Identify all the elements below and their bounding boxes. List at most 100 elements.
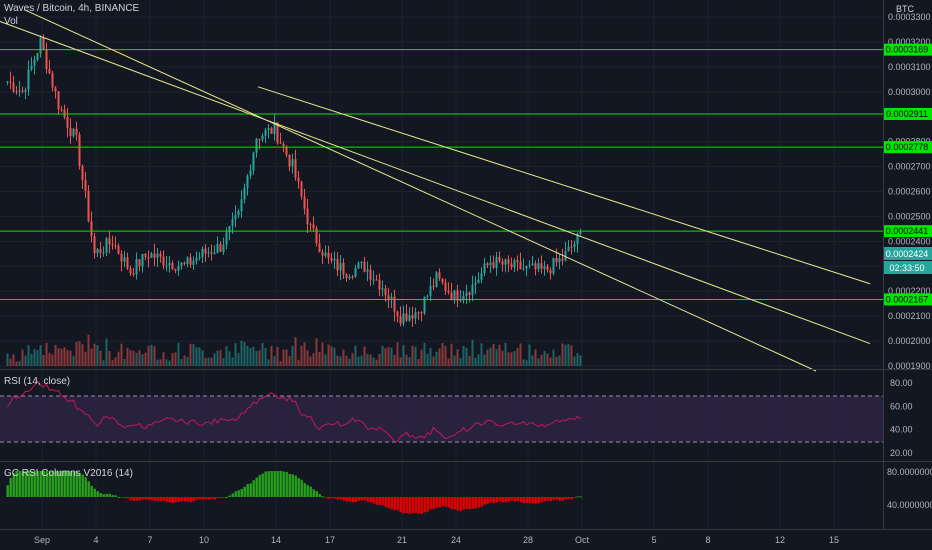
- hist-column: [468, 497, 471, 510]
- trend-line[interactable]: [23, 9, 817, 372]
- candle-body: [300, 181, 303, 197]
- hist-column: [297, 478, 300, 497]
- hist-column: [576, 496, 579, 498]
- candle-body: [84, 179, 87, 191]
- hist-column: [231, 493, 234, 497]
- hist-column: [123, 497, 126, 498]
- currency-label: BTC: [896, 4, 914, 14]
- countdown-label: 02:33:50: [889, 263, 924, 273]
- hist-legend[interactable]: GC RSI Columns V2016 (14): [4, 468, 133, 479]
- candle-body: [570, 246, 573, 248]
- hist-column: [204, 497, 207, 500]
- hist-column: [189, 497, 192, 503]
- rsi-legend[interactable]: RSI (14, close): [4, 376, 71, 387]
- trend-line[interactable]: [0, 17, 871, 345]
- candle-body: [513, 260, 516, 268]
- hist-column: [24, 471, 27, 497]
- hist-column: [519, 497, 522, 503]
- hist-column: [498, 497, 501, 502]
- price-tick-label: 0.0002700: [888, 162, 931, 172]
- volume-bar: [552, 349, 555, 366]
- volume-legend[interactable]: Vol: [4, 16, 18, 27]
- time-tick-label: 21: [397, 535, 407, 545]
- hist-column: [240, 488, 243, 497]
- candle-body: [447, 290, 450, 293]
- horizontal-levels[interactable]: [0, 49, 883, 300]
- candle-body: [54, 87, 57, 92]
- volume-bar: [420, 349, 423, 366]
- volume-bar: [435, 351, 438, 366]
- hist-column: [375, 497, 378, 505]
- hist-column: [39, 471, 42, 497]
- hist-column: [12, 473, 15, 497]
- hist-column: [195, 497, 198, 500]
- hist-column: [558, 497, 561, 501]
- rsi-tick-label: 80.00: [890, 378, 913, 388]
- volume-bar: [219, 350, 222, 366]
- volume-bar: [18, 360, 21, 366]
- volume-bar: [255, 351, 258, 366]
- volume-bar: [27, 345, 30, 366]
- hist-column: [93, 488, 96, 497]
- candle-body: [162, 256, 165, 266]
- candle-body: [33, 59, 36, 66]
- volume-bar: [153, 346, 156, 366]
- hist-column: [249, 483, 252, 497]
- volume-bar: [357, 356, 360, 366]
- volume-bar: [264, 347, 267, 366]
- hist-column: [570, 497, 573, 500]
- candle-body: [186, 257, 189, 265]
- hist-column: [495, 497, 498, 503]
- trend-lines[interactable]: [0, 9, 871, 372]
- hist-column: [246, 484, 249, 497]
- volume-bar: [135, 352, 138, 366]
- candle-body: [543, 266, 546, 269]
- trend-line[interactable]: [257, 86, 871, 285]
- candle-body: [81, 166, 84, 180]
- volume-bar: [231, 357, 234, 366]
- hist-column: [357, 497, 360, 501]
- volume-bar: [492, 344, 495, 366]
- level-price-tags: 0.00031690.00029110.00027780.00024410.00…: [884, 43, 932, 306]
- hist-column: [135, 497, 138, 501]
- volume-bar: [192, 344, 195, 366]
- hist-column: [78, 472, 81, 497]
- candle-body: [294, 159, 297, 178]
- volume-bar: [105, 338, 108, 366]
- candle-body: [222, 244, 225, 252]
- volume-bar: [486, 349, 489, 366]
- candle-body: [270, 128, 273, 134]
- candle-body: [111, 244, 114, 246]
- candle-body: [129, 268, 132, 274]
- volume-bar: [285, 349, 288, 366]
- hist-column: [177, 497, 180, 502]
- hist-column: [537, 497, 540, 504]
- hist-column: [447, 497, 450, 508]
- candle-body: [576, 233, 579, 245]
- time-tick-label: 14: [271, 535, 281, 545]
- volume-bar: [471, 339, 474, 366]
- volume-bar: [282, 349, 285, 366]
- hist-column: [186, 497, 189, 502]
- hist-column: [378, 497, 381, 506]
- candle-body: [555, 257, 558, 263]
- volume-bar: [534, 349, 537, 366]
- volume-bar: [225, 346, 228, 366]
- rsi-tick-label: 20.00: [890, 448, 913, 458]
- candle-body: [525, 265, 528, 269]
- volume-bar: [363, 346, 366, 366]
- volume-bar: [342, 349, 345, 366]
- candle-body: [177, 265, 180, 271]
- hist-column: [183, 497, 186, 502]
- candle-body: [180, 262, 183, 266]
- hist-column: [525, 497, 528, 504]
- volume-bar: [246, 345, 249, 366]
- hist-column: [444, 497, 447, 507]
- current-price-label: 0.0002424: [886, 249, 929, 259]
- volume-bar: [519, 343, 522, 366]
- symbol-legend[interactable]: Waves / Bitcoin, 4h, BINANCE: [4, 3, 140, 14]
- volume-bar: [183, 355, 186, 366]
- hist-column: [138, 497, 141, 501]
- candle-body: [189, 257, 192, 265]
